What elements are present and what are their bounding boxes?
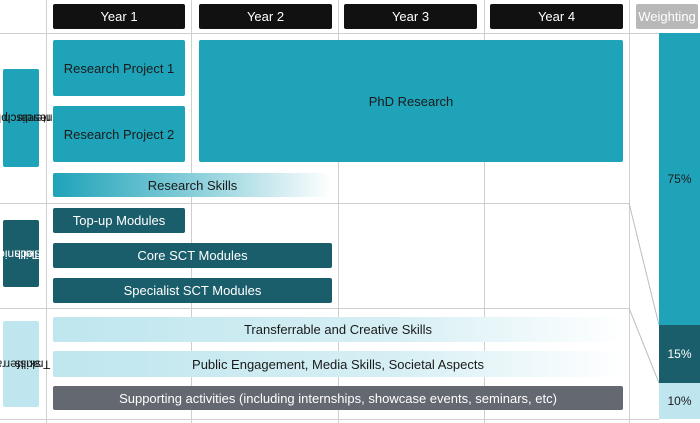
year-4-header: Year 4 — [490, 4, 623, 29]
supporting-activities-bar: Supporting activities (including interns… — [53, 386, 623, 410]
grid-line-row-top — [0, 33, 659, 34]
year-2-header: Year 2 — [199, 4, 332, 29]
weighting-interdisciplinary: 75% — [659, 33, 700, 325]
connector-technical — [628, 202, 660, 326]
year-1-header: Year 1 — [53, 4, 185, 29]
grid-line-row-1 — [0, 203, 629, 204]
year-3-header: Year 3 — [344, 4, 477, 29]
weighting-transferrable-value: 10% — [667, 394, 692, 408]
grid-line-col-1 — [46, 0, 47, 423]
research-project-1-box: Research Project 1 — [53, 40, 185, 96]
research-skills-bar: Research Skills — [53, 173, 332, 197]
research-project-2-box: Research Project 2 — [53, 106, 185, 162]
topup-modules-box: Top-up Modules — [53, 208, 185, 233]
transferrable-skills-label: Transferrable skills — [0, 321, 50, 407]
weighting-technical-value: 15% — [667, 347, 692, 361]
weighting-header: Weighting — [636, 4, 698, 29]
grid-line-col-2 — [191, 0, 192, 423]
grid-line-row-2 — [0, 308, 629, 309]
technical-skills-label: Technical skills — [0, 220, 41, 287]
grid-line-col-3 — [338, 0, 339, 423]
grid-line-col-4 — [484, 0, 485, 423]
connector-transferrable — [628, 307, 660, 384]
specialist-sct-modules-box: Specialist SCT Modules — [53, 278, 332, 303]
grid-line-row-bottom — [0, 419, 659, 420]
weighting-interdisciplinary-value: 75% — [667, 172, 692, 186]
technical-label-line-2: skills — [14, 247, 41, 261]
public-engagement-bar: Public Engagement, Media Skills, Societa… — [53, 351, 623, 377]
weighting-transferrable: 10% — [659, 383, 700, 419]
weighting-technical: 15% — [659, 325, 700, 383]
interdisciplinary-research-label: Interdisciplinary research — [0, 69, 56, 167]
transferrable-creative-skills-bar: Transferrable and Creative Skills — [53, 317, 623, 342]
core-sct-modules-box: Core SCT Modules — [53, 243, 332, 268]
grid-line-col-5 — [629, 0, 630, 423]
phd-research-box: PhD Research — [199, 40, 623, 162]
